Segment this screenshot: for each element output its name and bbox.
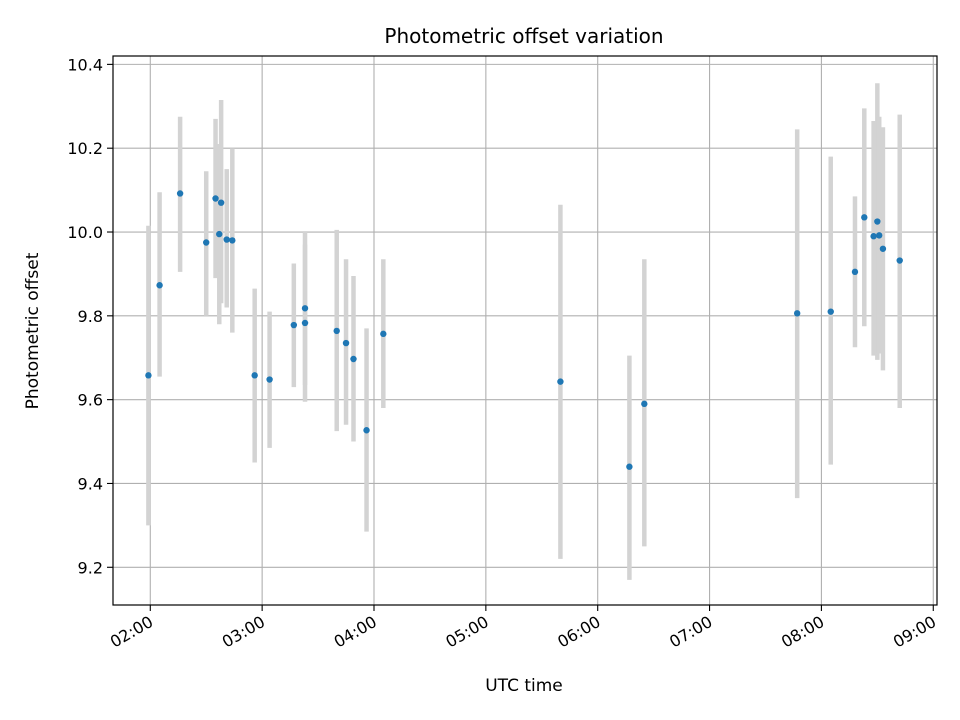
x-axis-label: UTC time [485, 676, 563, 696]
data-points [145, 190, 903, 470]
grid [113, 56, 937, 605]
y-tick-label: 9.4 [78, 474, 103, 493]
data-point [879, 245, 887, 252]
data-point [876, 232, 883, 239]
y-tick-label: 10.0 [67, 223, 103, 242]
data-point [380, 330, 387, 338]
y-tick-label: 10.4 [67, 55, 103, 74]
data-point [217, 199, 225, 206]
data-point [203, 239, 210, 246]
data-point [290, 321, 298, 329]
data-point [229, 237, 236, 244]
data-point [557, 378, 564, 385]
data-point [363, 427, 370, 434]
axes-frame [112, 55, 938, 606]
data-point [301, 305, 309, 312]
data-point [342, 339, 350, 347]
data-point [641, 400, 648, 408]
data-point [251, 372, 258, 379]
data-point [851, 268, 859, 276]
y-tick-label: 10.2 [67, 139, 103, 158]
data-point [861, 214, 868, 221]
data-point [827, 308, 834, 315]
data-point [216, 230, 223, 238]
data-point [176, 190, 184, 197]
y-axis-ticks: 9.2 9.4 9.6 9.8 10.0 10.2 10.4 [67, 55, 113, 577]
data-point [212, 195, 219, 202]
data-point [333, 327, 340, 335]
data-point [793, 310, 801, 317]
y-tick-label: 9.8 [78, 307, 103, 326]
data-point [145, 372, 152, 379]
data-point [301, 319, 309, 327]
y-axis-label: Photometric offset [23, 252, 43, 409]
data-point [874, 218, 881, 225]
y-tick-label: 9.2 [78, 558, 103, 577]
chart-title: Photometric offset variation [384, 24, 663, 48]
y-tick-label: 9.6 [78, 391, 103, 410]
data-point [350, 355, 357, 363]
data-point [266, 376, 273, 383]
data-point [896, 257, 903, 264]
data-point [626, 463, 633, 470]
data-point [156, 282, 163, 289]
data-point [870, 233, 877, 240]
data-point [223, 236, 230, 243]
